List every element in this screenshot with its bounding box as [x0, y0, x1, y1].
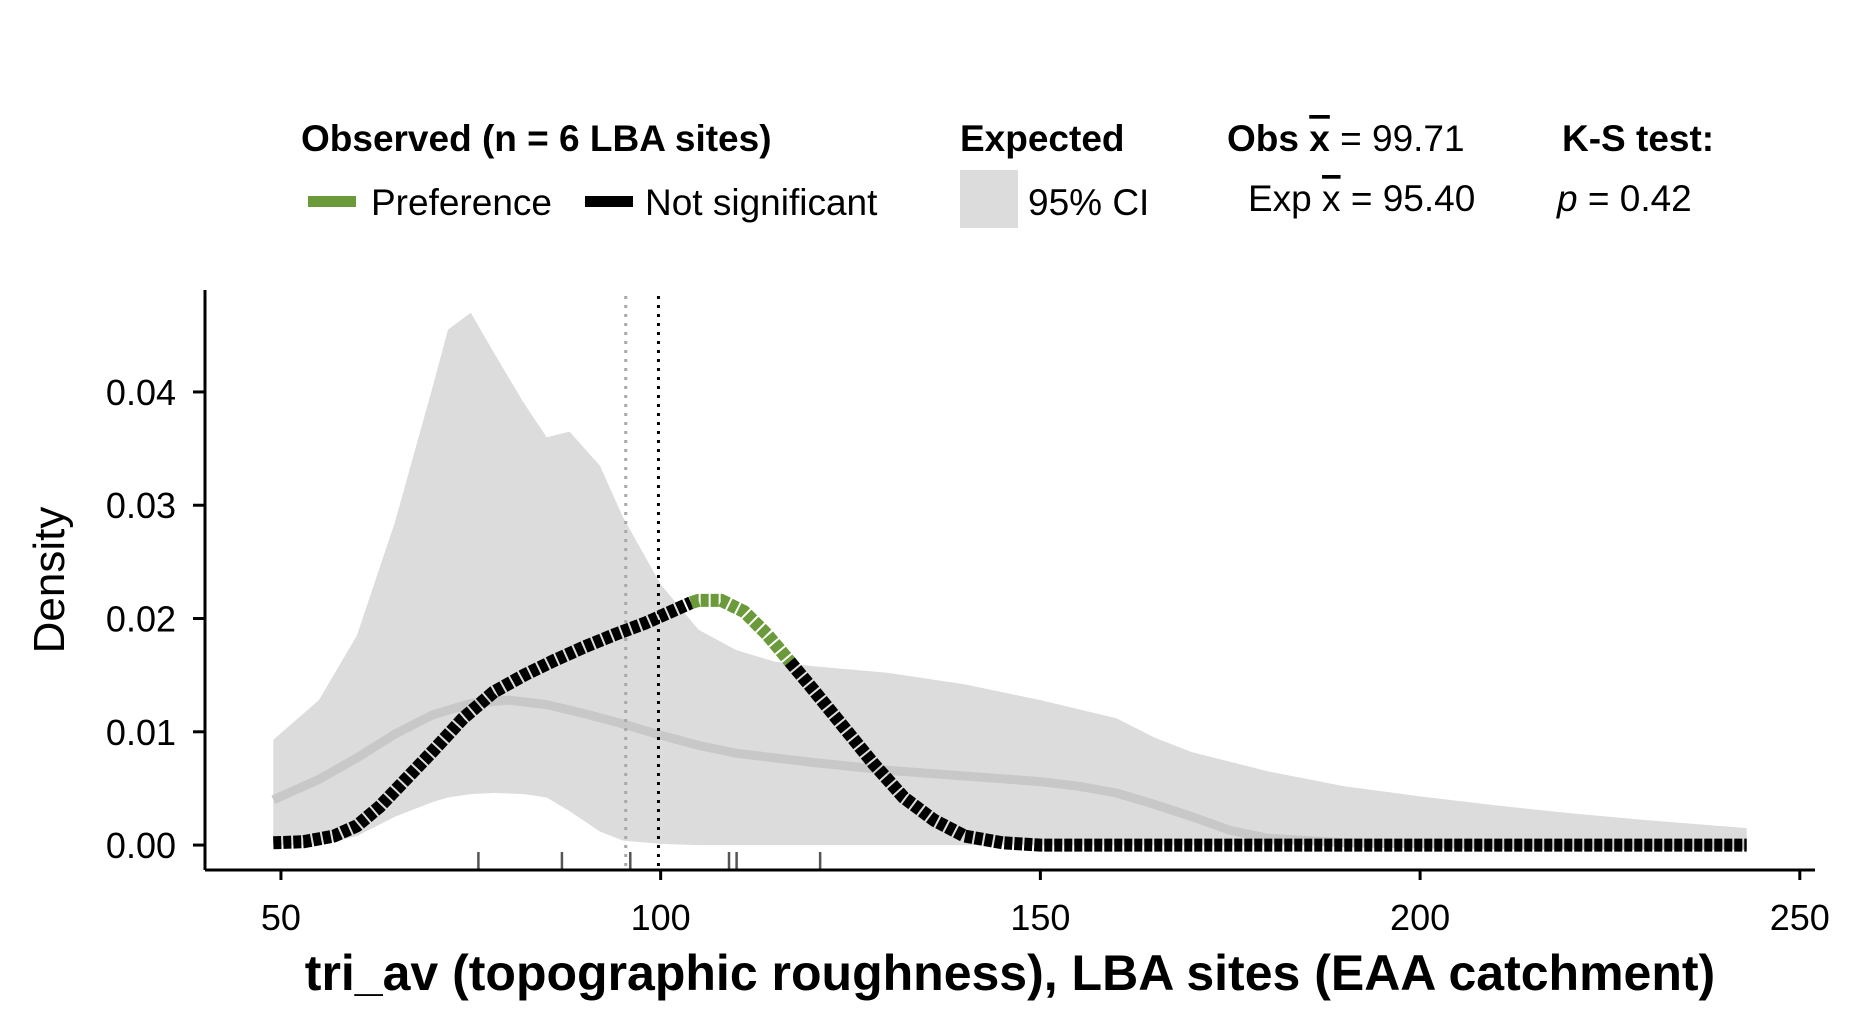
legend-obs-mean-value: = 99.71: [1330, 118, 1465, 159]
legend-ks-p: p = 0.42: [1556, 178, 1692, 219]
x-bar-symbol: x: [1322, 178, 1341, 219]
legend: Observed (n = 6 LBA sites) Preference No…: [301, 118, 1714, 228]
y-tick-label: 0.00: [106, 825, 176, 866]
x-axis-ticks: 50 100 150 200 250: [261, 870, 1830, 938]
legend-obs-mean-prefix: Obs: [1227, 118, 1309, 159]
legend-expected-title: Expected: [960, 118, 1125, 159]
y-tick-label: 0.03: [106, 485, 176, 526]
y-axis-title: Density: [25, 507, 74, 654]
legend-not-significant-label: Not significant: [645, 182, 878, 223]
x-tick-label: 150: [1010, 897, 1070, 938]
legend-obs-mean: Obs x = 99.71: [1227, 118, 1465, 159]
legend-preference-swatch: [308, 196, 356, 207]
rug-marks: [477, 852, 822, 870]
observed-line-not-significant-right: [784, 657, 1747, 852]
legend-exp-mean-prefix: Exp: [1248, 178, 1322, 219]
legend-ci-swatch: [960, 170, 1018, 228]
plot-area: [271, 296, 1747, 870]
legend-ci-label: 95% CI: [1028, 182, 1149, 223]
legend-ks-title: K-S test:: [1562, 118, 1714, 159]
ci-band: [273, 312, 1747, 846]
observed-line-preference: [689, 593, 795, 666]
legend-exp-mean: Exp x = 95.40: [1248, 178, 1475, 219]
y-tick-label: 0.01: [106, 712, 176, 753]
legend-ks-p-value: = 0.42: [1578, 178, 1692, 219]
x-tick-label: 100: [631, 897, 691, 938]
legend-exp-mean-value: = 95.40: [1341, 178, 1476, 219]
x-bar-symbol: x: [1309, 118, 1330, 159]
x-axis-title: tri_av (topographic roughness), LBA site…: [305, 945, 1715, 1001]
y-axis-ticks: 0.00 0.01 0.02 0.03 0.04: [106, 372, 205, 866]
legend-not-significant-swatch: [585, 196, 633, 207]
x-tick-label: 250: [1770, 897, 1830, 938]
observed-line-not-significant-left: [273, 596, 694, 850]
x-tick-label: 200: [1390, 897, 1450, 938]
y-tick-label: 0.04: [106, 372, 176, 413]
observed-density-line: [273, 593, 1747, 852]
y-tick-label: 0.02: [106, 599, 176, 640]
x-tick-label: 50: [261, 897, 301, 938]
expected-density-line: [271, 695, 1747, 850]
legend-preference-label: Preference: [371, 182, 552, 223]
legend-observed-title: Observed (n = 6 LBA sites): [301, 118, 772, 159]
legend-ks-p-symbol: p: [1556, 178, 1578, 219]
